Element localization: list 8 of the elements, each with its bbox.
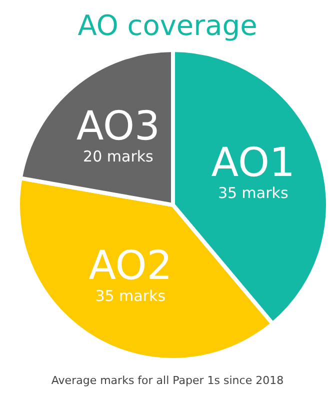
text: Average marks for all Paper 1s since 2018 <box>50 374 285 387</box>
slice-label: AO1 <box>211 140 295 186</box>
chart-title: AO coverage <box>76 8 258 44</box>
data-label: 20 marks <box>83 148 154 166</box>
slice-label: AO2 <box>88 242 172 289</box>
data-label: 35 marks <box>218 184 288 202</box>
slice-label: AO3 <box>76 104 160 150</box>
data-label: 35 marks <box>95 286 166 305</box>
